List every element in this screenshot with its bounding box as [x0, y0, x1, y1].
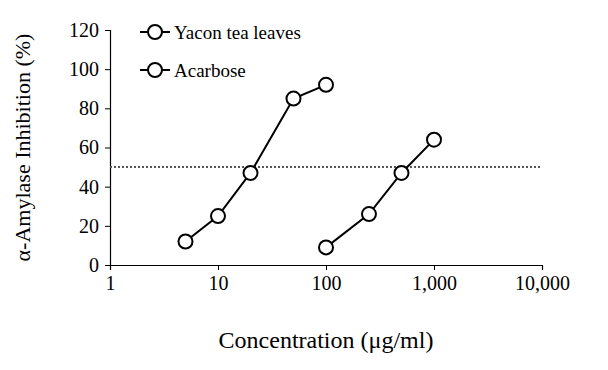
legend-marker	[148, 63, 162, 77]
x-tick-label: 1	[106, 272, 116, 294]
y-tick-label: 100	[69, 58, 99, 80]
point	[319, 78, 333, 92]
point	[319, 240, 333, 254]
y-tick-label: 60	[79, 136, 99, 158]
legend-label: Yacon tea leaves	[174, 22, 301, 43]
y-tick: 60	[79, 136, 110, 158]
x-tick-mark	[434, 265, 435, 270]
x-tick-label: 100	[312, 272, 342, 294]
x-tick-label: 10	[209, 272, 229, 294]
point	[286, 92, 300, 106]
x-axis: 1 10 100 1,000 10,000	[106, 265, 571, 294]
y-tick-label: 20	[79, 215, 99, 237]
point	[394, 166, 408, 180]
y-tick-mark	[105, 108, 110, 109]
y-tick-label: 80	[79, 97, 99, 119]
x-tick: 100	[312, 265, 342, 294]
series-group	[178, 78, 441, 255]
series-line	[326, 140, 434, 248]
reference-line	[110, 166, 542, 168]
y-tick-mark	[105, 148, 110, 149]
y-axis-title: α-Amylase Inhibition (%)	[10, 34, 35, 262]
x-tick-mark	[218, 265, 219, 270]
x-tick: 10,000	[515, 265, 570, 294]
x-tick: 1,000	[412, 265, 457, 294]
y-tick-label: 0	[89, 254, 99, 276]
chart: 1 10 100 1,000 10,000 0 20 40 60 80 100 120 Yacon te…	[0, 0, 608, 370]
x-tick-label: 10,000	[515, 272, 570, 294]
x-tick-mark	[542, 265, 543, 270]
legend: Yacon tea leaves Acarbose	[140, 22, 301, 81]
point	[244, 166, 258, 180]
series-line	[185, 85, 326, 242]
y-tick-label: 120	[69, 19, 99, 41]
point	[211, 209, 225, 223]
y-tick: 120	[69, 19, 110, 41]
y-tick-mark	[105, 265, 110, 266]
axis-line	[105, 31, 111, 266]
y-tick-mark	[105, 69, 110, 70]
y-tick: 20	[79, 215, 110, 237]
plot: 1 10 100 1,000 10,000 0 20 40 60 80 100 120 Yacon te…	[69, 19, 570, 294]
point	[362, 207, 376, 221]
point	[427, 133, 441, 147]
point	[178, 235, 192, 249]
y-tick-mark	[105, 226, 110, 227]
y-tick: 40	[79, 176, 110, 198]
y-tick: 0	[89, 254, 110, 276]
y-tick-label: 40	[79, 176, 99, 198]
legend-entry: Acarbose	[140, 60, 246, 81]
x-tick: 1	[106, 265, 116, 294]
y-tick-mark	[105, 30, 110, 31]
legend-label: Acarbose	[174, 60, 246, 81]
x-axis-title: Concentration (μg/ml)	[219, 327, 434, 353]
y-tick: 80	[79, 97, 110, 119]
y-axis: 0 20 40 60 80 100 120	[69, 19, 111, 276]
y-tick: 100	[69, 58, 110, 80]
axis-line	[111, 266, 543, 271]
y-tick-mark	[105, 187, 110, 188]
x-tick-label: 1,000	[412, 272, 457, 294]
legend-marker	[148, 25, 162, 39]
x-tick-mark	[326, 265, 327, 270]
legend-entry: Yacon tea leaves	[140, 22, 301, 43]
x-tick: 10	[209, 265, 229, 294]
